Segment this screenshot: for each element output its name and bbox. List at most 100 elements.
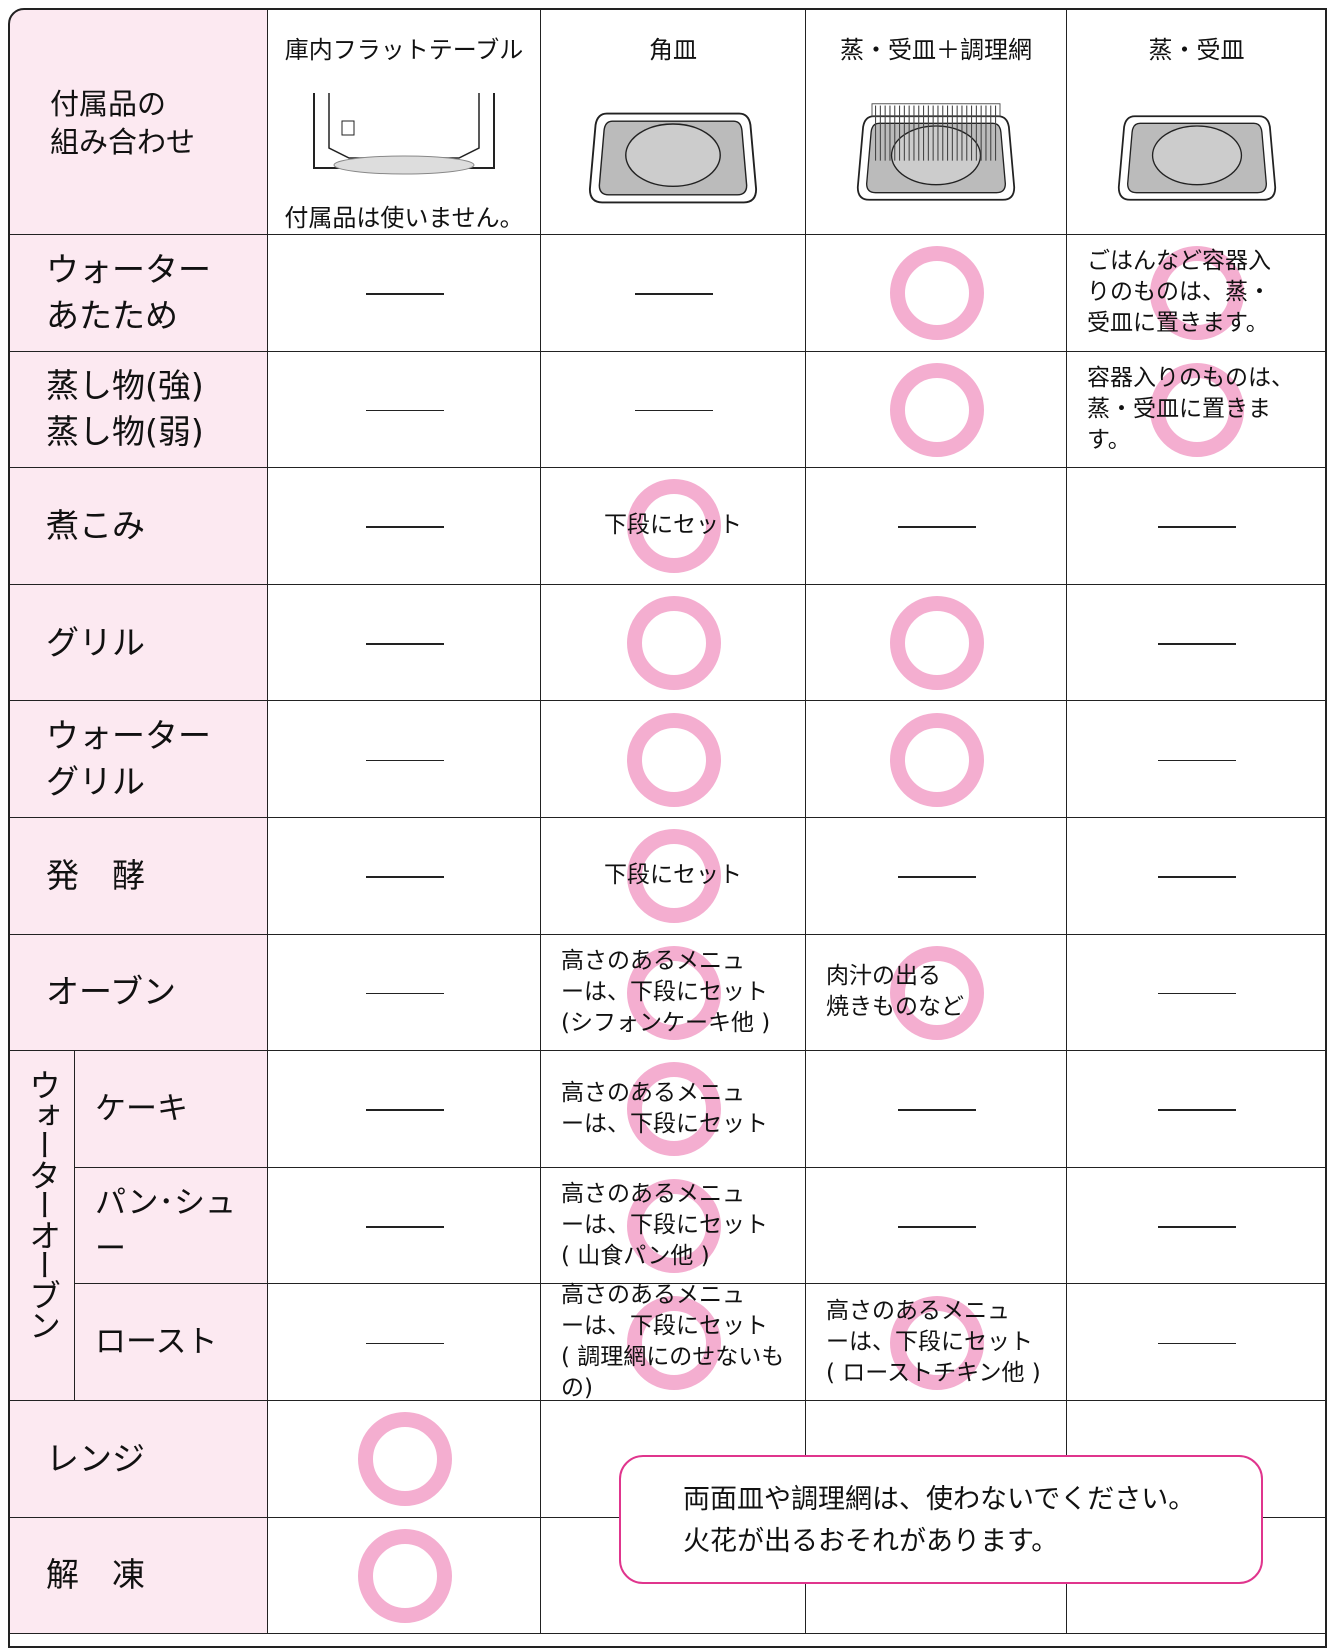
corner-cell — [8, 8, 268, 235]
row-label: ロースト — [95, 1324, 218, 1361]
table-cell — [541, 701, 806, 818]
cell-text: 下段にセット — [604, 512, 742, 539]
table-cell: 高さのあるメニュ ーは、下段にセット — [541, 1051, 806, 1168]
dash — [1158, 526, 1236, 528]
dash — [1158, 1342, 1236, 1345]
accessory-image — [856, 103, 1016, 201]
circle-mark — [626, 596, 721, 691]
cell-text: 下段にセット — [604, 862, 742, 889]
dash — [365, 1342, 444, 1345]
cell-text: 高さのあるメニュ ーは、下段にセット ( 山食パン他 ) — [561, 1181, 768, 1270]
image-wrap — [806, 103, 1066, 217]
table-cell — [541, 584, 806, 702]
table-cell — [1067, 934, 1327, 1052]
row-label: グリル — [46, 622, 145, 662]
image-wrap — [541, 103, 805, 217]
circle-mark — [889, 246, 984, 341]
table-cell — [806, 351, 1067, 469]
row-label-cell: ウォーター グリル — [8, 701, 268, 818]
accessory-image — [588, 112, 758, 204]
table-cell — [806, 468, 1067, 585]
table-cell — [806, 1167, 1067, 1285]
row-label-cell: ウォーター あたため — [8, 235, 268, 352]
dash — [365, 1109, 444, 1111]
table-cell: 容器入りのものは、 蒸・受皿に置きま す。 — [1067, 351, 1327, 469]
column-title: 蒸・受皿＋調理網 — [840, 36, 1032, 64]
column-title: 蒸・受皿 — [1148, 36, 1245, 64]
circle-mark — [357, 1528, 452, 1623]
table-cell — [541, 351, 806, 469]
group-label: ウォーターオーブン — [24, 1069, 62, 1340]
row-label-cell: パン･シュー — [75, 1167, 268, 1285]
circle-mark — [889, 596, 984, 691]
table-cell — [1067, 584, 1327, 702]
accessory-image — [313, 93, 495, 175]
header-cell: 蒸・受皿＋調理網 — [806, 8, 1067, 235]
circle-mark — [889, 362, 984, 457]
row-label: パン･シュー — [95, 1184, 237, 1267]
cell-text: 高さのあるメニュ ーは、下段にセット ( 調理網にのせないもの) — [561, 1282, 785, 1402]
table-cell: 肉汁の出る 焼きものなど — [806, 934, 1067, 1052]
row-label-cell: ロースト — [75, 1284, 268, 1401]
table-cell — [806, 701, 1067, 818]
dash — [897, 1226, 976, 1228]
table-cell — [1067, 818, 1327, 935]
table-cell — [806, 1051, 1067, 1168]
column-title: 庫内フラットテーブル — [284, 36, 524, 64]
table-cell — [806, 584, 1067, 702]
dash — [365, 409, 444, 412]
cell-text: 高さのあるメニュ ーは、下段にセット — [561, 1079, 768, 1137]
dash — [634, 409, 713, 412]
row-label: オーブン — [46, 972, 177, 1012]
row-label-cell: グリル — [8, 584, 268, 702]
dash — [365, 526, 444, 528]
circle-mark — [626, 712, 721, 807]
table-cell — [268, 1284, 541, 1401]
table-cell — [268, 818, 541, 935]
row-label: レンジ — [46, 1438, 145, 1478]
row-label: ウォーター グリル — [46, 716, 211, 802]
table-cell — [806, 818, 1067, 935]
group-cell: ウォーターオーブン — [8, 1051, 75, 1401]
row-label-cell: ケーキ — [75, 1051, 268, 1168]
header-cell: 蒸・受皿 — [1067, 8, 1327, 235]
table-cell: 高さのあるメニュ ーは、下段にセット (シフォンケーキ他 ) — [541, 934, 806, 1052]
row-label: 発 酵 — [46, 855, 145, 895]
table-cell: 高さのあるメニュ ーは、下段にセット ( 山食パン他 ) — [541, 1167, 806, 1285]
header-cell: 角皿 — [541, 8, 806, 235]
table-cell: 高さのあるメニュ ーは、下段にセット ( ローストチキン他 ) — [806, 1284, 1067, 1401]
table-cell — [268, 235, 541, 352]
table-cell — [268, 351, 541, 469]
table-cell — [268, 701, 541, 818]
dash — [365, 643, 444, 645]
dash — [1158, 992, 1236, 995]
row-label: ウォーター あたため — [46, 249, 211, 335]
dash — [897, 876, 976, 878]
row-label: 蒸し物(強) 蒸し物(弱) — [46, 366, 204, 452]
cell-text: 肉汁の出る 焼きものなど — [826, 963, 964, 1021]
circle-mark — [889, 712, 984, 807]
table-cell — [268, 1401, 541, 1518]
table-cell — [1067, 1167, 1327, 1285]
table-cell: 下段にセット — [541, 468, 806, 585]
corner-label: 付属品の 組み合わせ — [50, 87, 196, 159]
dash — [897, 1109, 976, 1111]
image-wrap — [1067, 103, 1326, 217]
image-wrap — [268, 93, 540, 187]
accessory-image — [1117, 115, 1276, 201]
circle-mark — [357, 1412, 452, 1507]
dash — [365, 1226, 444, 1228]
table-cell — [1067, 1284, 1327, 1401]
row-label: 煮こみ — [46, 505, 145, 545]
dash — [1158, 1109, 1236, 1111]
row-label: ケーキ — [95, 1090, 188, 1127]
table-cell — [1067, 1051, 1327, 1168]
dash — [1158, 876, 1236, 878]
table-cell — [1067, 468, 1327, 585]
cell-text: 容器入りのものは、 蒸・受皿に置きま す。 — [1087, 364, 1294, 453]
table-cell: 下段にセット — [541, 818, 806, 935]
dash — [365, 992, 444, 995]
dash — [365, 759, 444, 762]
dash — [634, 293, 713, 295]
